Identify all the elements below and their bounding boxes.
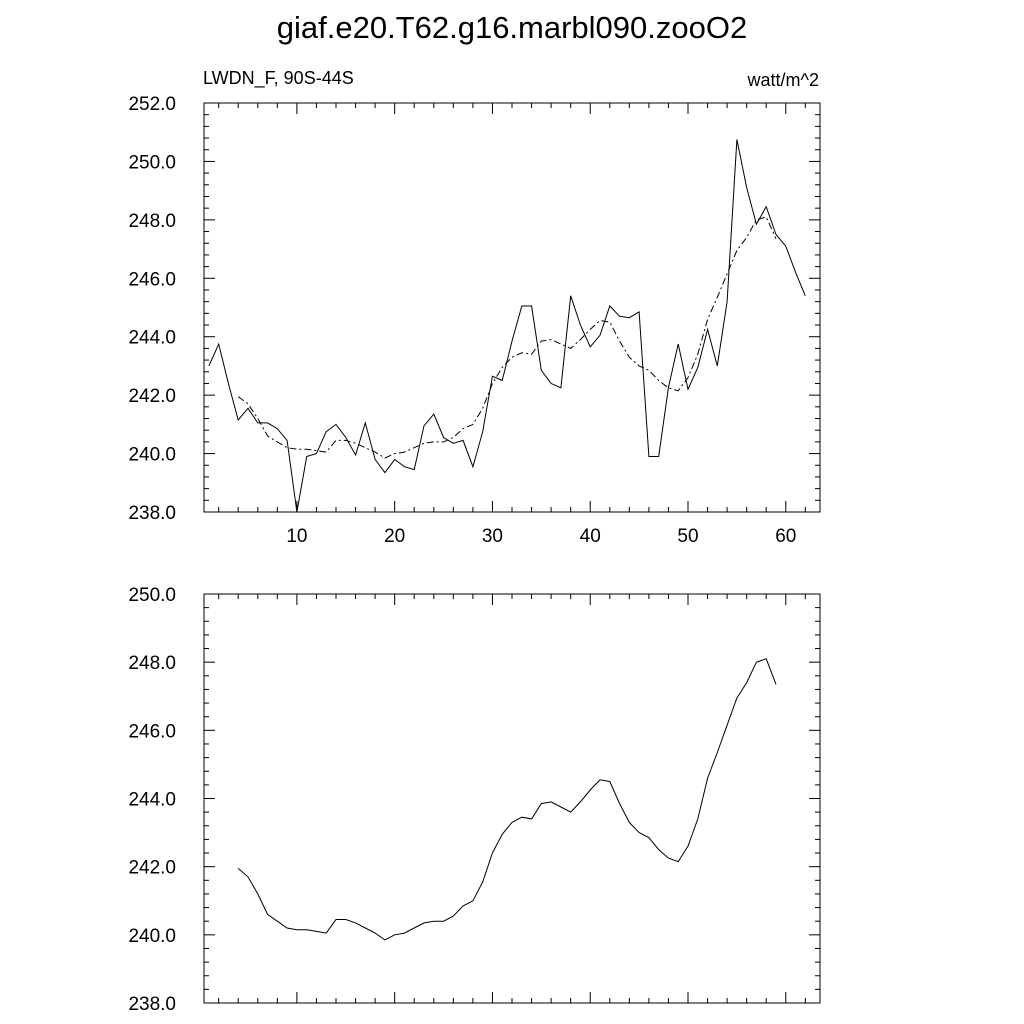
bottom-panel: 238.0 240.0 242.0 244.0 246.0 248.0 250.0 <box>128 585 821 1015</box>
plot-frame <box>203 593 821 1004</box>
series-line-raw <box>237 658 777 941</box>
x-tick-label: 30 <box>482 526 503 547</box>
plot-frame <box>203 102 821 513</box>
chart-title: giaf.e20.T62.g16.marbl090.zooO2 <box>277 10 747 45</box>
x-tick-label: 40 <box>580 526 601 547</box>
series-line-smoothed <box>237 216 777 459</box>
y-tick-label: 244.0 <box>128 790 176 811</box>
y-tick-label: 240.0 <box>128 926 176 947</box>
x-tick-label: 60 <box>775 526 796 547</box>
y-tick-label: 242.0 <box>128 858 176 879</box>
y-tick-label: 238.0 <box>128 503 176 524</box>
y-tick-label: 248.0 <box>128 653 176 674</box>
x-tick-label: 10 <box>286 526 307 547</box>
x-tick-label: 20 <box>384 526 405 547</box>
y-tick-label: 252.0 <box>128 94 176 115</box>
y-tick-label: 248.0 <box>128 211 176 232</box>
units-label: watt/m^2 <box>747 70 819 90</box>
y-tick-label: 250.0 <box>128 585 176 606</box>
y-tick-label: 246.0 <box>128 269 176 290</box>
series-line-raw <box>208 139 806 513</box>
x-tick-label: 50 <box>677 526 698 547</box>
y-tick-label: 246.0 <box>128 721 176 742</box>
y-tick-label: 240.0 <box>128 445 176 466</box>
top-panel: 10 20 30 40 50 60 238.0 240.0 242.0 244.0 246.0 248… <box>128 94 821 547</box>
variable-region-label: LWDN_F, 90S-44S <box>203 68 354 89</box>
y-tick-label: 250.0 <box>128 152 176 173</box>
y-tick-label: 242.0 <box>128 386 176 407</box>
y-tick-label: 244.0 <box>128 328 176 349</box>
y-tick-label: 238.0 <box>128 994 176 1015</box>
